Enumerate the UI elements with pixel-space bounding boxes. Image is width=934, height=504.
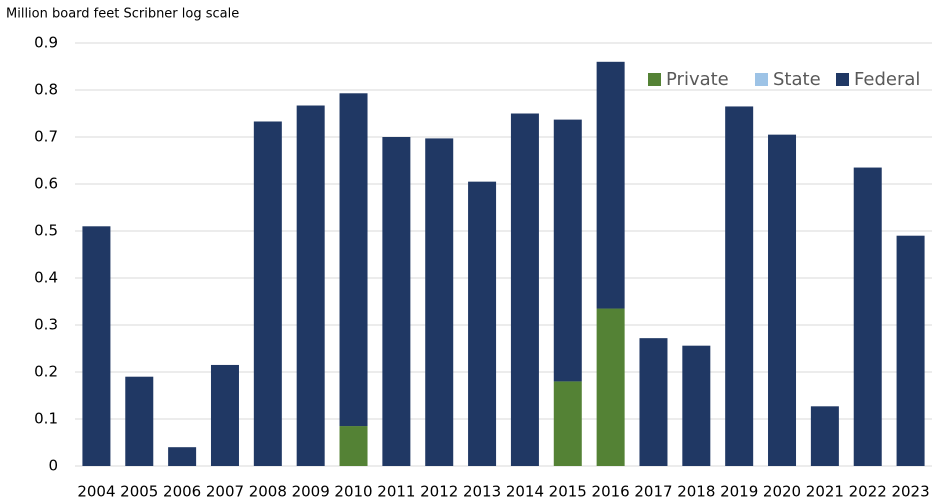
x-tick-label: 2009 (292, 483, 330, 501)
bar-segment (553, 119, 582, 382)
bar-segment (382, 137, 411, 466)
bar-segment (125, 376, 154, 466)
legend-swatch (648, 73, 661, 86)
bar-segment (468, 181, 497, 466)
y-tick-label: 0.9 (34, 34, 58, 52)
bar-segment (596, 61, 625, 309)
x-tick-label: 2012 (420, 483, 458, 501)
bar-segment (553, 381, 582, 466)
bar-segment (853, 167, 882, 467)
x-tick-label: 2023 (891, 483, 929, 501)
x-tick-label: 2016 (592, 483, 630, 501)
x-tick-label: 2019 (720, 483, 758, 501)
y-tick-label: 0.3 (34, 316, 58, 334)
y-tick-label: 0.1 (34, 410, 58, 428)
x-tick-label: 2006 (163, 483, 201, 501)
x-tick-label: 2022 (849, 483, 887, 501)
x-tick-label: 2005 (120, 483, 158, 501)
y-tick-label: 0.4 (34, 269, 58, 287)
y-tick-label: 0.6 (34, 175, 58, 193)
y-tick-label: 0.7 (34, 128, 58, 146)
y-tick-label: 0.2 (34, 363, 58, 381)
legend-swatch (755, 73, 768, 86)
x-tick-label: 2020 (763, 483, 801, 501)
x-tick-label: 2007 (206, 483, 244, 501)
bar-segment (596, 308, 625, 466)
x-tick-label: 2017 (634, 483, 672, 501)
bar-segment (296, 105, 325, 466)
x-tick-label: 2014 (506, 483, 544, 501)
bar-segment (339, 93, 368, 427)
y-tick-label: 0.8 (34, 81, 58, 99)
y-tick-label: 0 (48, 457, 58, 475)
bar-segment (682, 345, 711, 466)
bar-segment (810, 406, 839, 466)
bar-segment (339, 426, 368, 466)
x-tick-label: 2011 (377, 483, 415, 501)
bar-segment (82, 226, 111, 466)
legend-label: Private (666, 69, 729, 90)
x-tick-label: 2013 (463, 483, 501, 501)
x-tick-label: 2004 (77, 483, 115, 501)
bar-segment (210, 364, 239, 466)
bar-segment (168, 447, 197, 466)
x-tick-label: 2018 (677, 483, 715, 501)
y-tick-label: 0.5 (34, 222, 58, 240)
x-tick-label: 2008 (249, 483, 287, 501)
legend-swatch (836, 73, 849, 86)
bar-segment (768, 134, 797, 466)
axis-title: Million board feet Scribner log scale (6, 7, 239, 22)
x-tick-label: 2015 (549, 483, 587, 501)
bar-segment (725, 106, 754, 466)
bar-segment (253, 121, 282, 467)
legend-label: Federal (854, 69, 920, 90)
bar-segment (510, 113, 539, 466)
bar-segment (896, 235, 925, 466)
bar-segment (639, 338, 668, 466)
x-tick-label: 2021 (806, 483, 844, 501)
legend-label: State (773, 69, 821, 90)
x-tick-label: 2010 (334, 483, 372, 501)
bar-segment (425, 138, 454, 466)
